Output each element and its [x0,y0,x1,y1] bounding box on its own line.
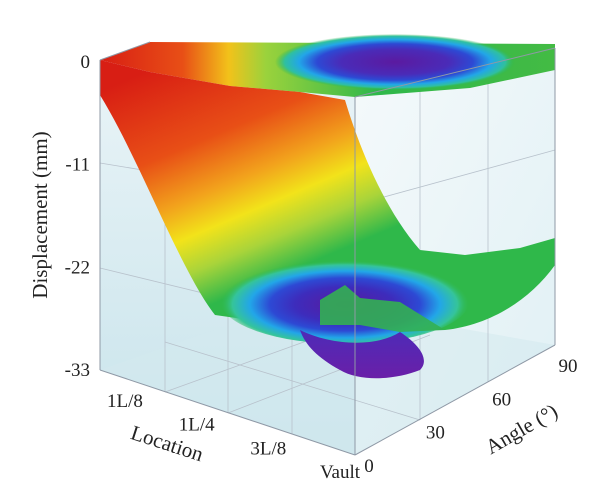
z-tick-label: -22 [65,257,90,278]
y-tick-label: 90 [559,356,578,377]
surface-upper-bowl [275,34,515,90]
z-tick-label: -11 [65,155,90,176]
surface [100,34,555,379]
z-axis-title: Displacement (mm) [28,131,52,298]
floor-plane [100,300,555,455]
y-tick-label: 60 [492,389,511,410]
x-tick-label: Vault [320,462,361,483]
y-axis-ticks: 0 30 60 90 [364,356,577,477]
y-tick-label: 30 [426,423,445,444]
frame-bottom-left [99,369,356,456]
x-tick-label: 1L/4 [179,415,215,436]
frame-top-left [99,41,151,61]
surface-main-slope [100,60,555,340]
x-tick-label: 1L/8 [107,391,143,412]
surface-bottom-drop [300,330,424,379]
x-axis-ticks: 1L/8 1L/4 3L/8 Vault [107,391,361,483]
y-tick-label: 0 [364,456,374,477]
grid-floor-3 [164,341,421,421]
z-axis-ticks: 0 -11 -22 -33 [65,52,90,381]
surface-notch [320,285,445,332]
frame-bottom-right [354,344,556,456]
grid-right-z1 [354,149,556,206]
z-tick-label: -33 [65,360,90,381]
frame-top-right [354,47,556,98]
box-frame [99,41,556,456]
x-tick-label: 3L/8 [250,438,286,459]
z-tick-label: 0 [81,52,91,73]
